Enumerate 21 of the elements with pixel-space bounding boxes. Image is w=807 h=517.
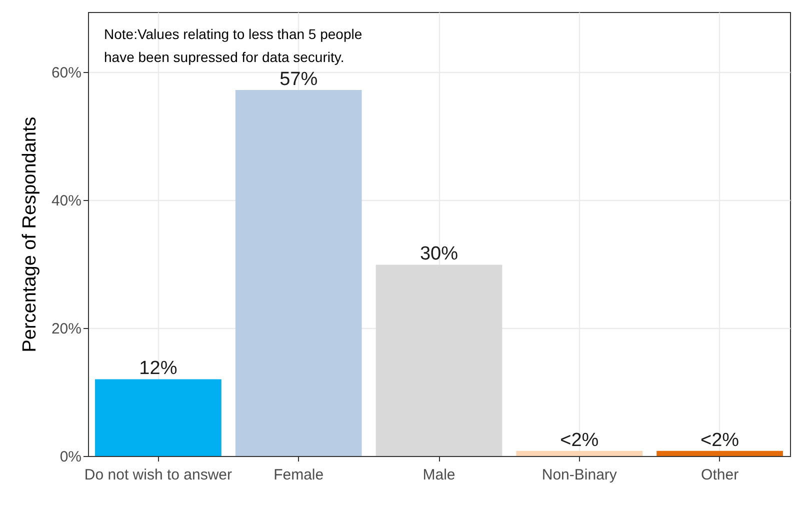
bar bbox=[656, 450, 783, 456]
bar bbox=[516, 450, 643, 456]
x-tick-label: Male bbox=[422, 466, 456, 484]
y-axis-title: Percentage of Respondants bbox=[19, 116, 40, 352]
x-tick-label: Non-Binary bbox=[542, 466, 618, 484]
bar bbox=[376, 264, 502, 456]
x-tick-label: Do not wish to answer bbox=[84, 466, 232, 484]
data-label: <2% bbox=[560, 430, 599, 451]
data-label: <2% bbox=[700, 430, 740, 451]
bar bbox=[235, 90, 362, 456]
y-tick-label: 20% bbox=[51, 320, 82, 338]
bar bbox=[95, 379, 222, 456]
data-label: 30% bbox=[420, 244, 458, 265]
y-tick-label: 60% bbox=[51, 64, 82, 82]
x-tick-label: Female bbox=[274, 466, 324, 484]
data-label: 12% bbox=[139, 358, 178, 380]
x-tick-label: Other bbox=[701, 466, 739, 484]
y-tick-label: 40% bbox=[51, 192, 82, 210]
data-label: 57% bbox=[280, 69, 318, 90]
y-tick-label: 0% bbox=[60, 448, 82, 466]
annotation: Note:Values relating to less than 5 people have been supressed for data security. bbox=[104, 26, 362, 65]
